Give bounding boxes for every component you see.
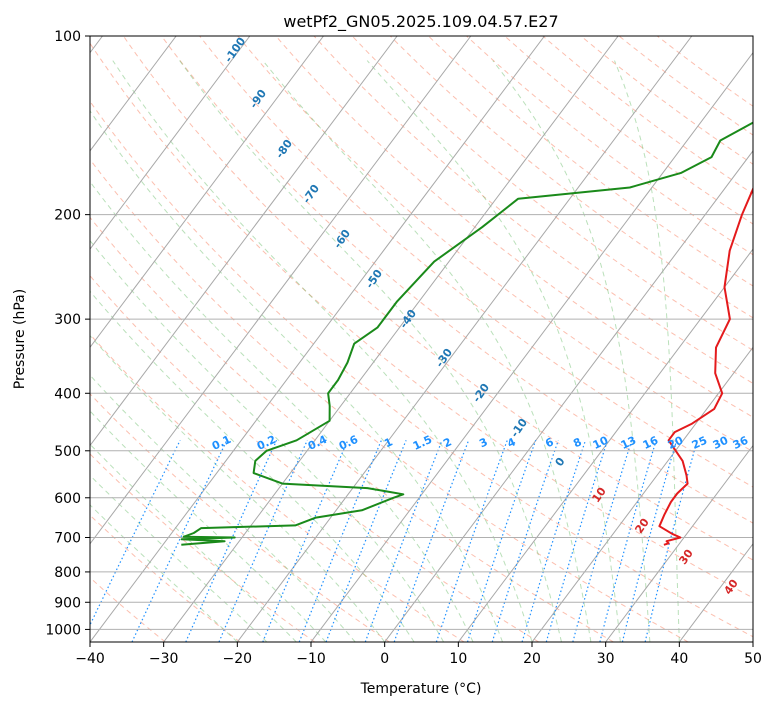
y-tick-label: 700 xyxy=(54,531,81,547)
x-tick-label: −20 xyxy=(223,651,253,667)
moist-adiabat xyxy=(90,410,327,642)
mixing-ratio-line xyxy=(90,440,181,627)
mixing-ratio-label: 16 xyxy=(641,434,661,452)
mixing-ratio-line xyxy=(393,440,470,642)
mixing-ratio-label: 36 xyxy=(731,434,751,452)
moist-adiabat xyxy=(262,60,592,642)
dry-adiabat xyxy=(275,36,753,418)
dry-adiabat xyxy=(160,36,753,524)
dry-adiabat xyxy=(90,100,753,638)
x-tick-label: 20 xyxy=(523,651,541,667)
dry-adiabat xyxy=(313,36,753,384)
x-axis: −40 −30 −20 −10 0 10 20 30 40 50 xyxy=(75,642,762,667)
isotherm xyxy=(90,36,398,447)
mixing-ratio-line xyxy=(435,440,508,642)
mixing-ratio-line xyxy=(521,440,587,642)
isotherm xyxy=(90,36,177,152)
dry-adiabat xyxy=(90,453,315,642)
y-tick-label: 100 xyxy=(54,29,81,45)
mixing-ratio-label: 30 xyxy=(711,434,731,452)
dry-adiabat xyxy=(122,36,753,561)
y-axis: 100 200 300 400 500 600 700 800 900 1000 xyxy=(45,29,90,638)
moist-adiabat xyxy=(492,60,651,642)
dry-adiabat xyxy=(90,42,753,599)
plot-frame xyxy=(89,35,754,643)
y-tick-label: 900 xyxy=(54,595,81,611)
dry-adiabat xyxy=(90,393,390,642)
mixing-ratio-line xyxy=(185,440,278,642)
dry-adiabat xyxy=(198,36,753,488)
x-tick-label: −40 xyxy=(75,651,105,667)
mixing-ratio-line xyxy=(572,440,633,642)
isotherm xyxy=(457,248,753,642)
x-tick-label: −10 xyxy=(296,651,326,667)
plot-background xyxy=(90,36,753,642)
mixing-ratio-line xyxy=(545,440,609,642)
isotherm xyxy=(310,51,753,642)
y-tick-label: 300 xyxy=(54,312,81,328)
isotherm xyxy=(90,36,472,545)
moist-adiabat xyxy=(112,60,533,642)
dry-adiabat xyxy=(465,36,753,256)
mixing-ratio-label: 25 xyxy=(690,434,709,452)
x-tick-label: 40 xyxy=(670,651,688,667)
x-axis-label: Temperature (°C) xyxy=(360,681,482,697)
moist-adiabat xyxy=(366,60,621,642)
mixing-ratio-label: 20 xyxy=(666,434,686,452)
y-tick-label: 200 xyxy=(54,208,81,224)
isotherm xyxy=(605,444,753,642)
y-tick-label: 600 xyxy=(54,491,81,507)
isotherm xyxy=(752,641,753,642)
chart-title: wetPf2_GN05.2025.109.04.57.E27 xyxy=(283,12,558,32)
isotherm xyxy=(531,346,753,642)
profiles xyxy=(180,121,753,546)
x-tick-label: 50 xyxy=(744,651,762,667)
dry-adiabat xyxy=(90,216,614,642)
y-axis-label: Pressure (hPa) xyxy=(12,289,28,389)
isotherm xyxy=(384,150,753,642)
y-tick-label: 1000 xyxy=(45,622,81,638)
y-tick-label: 400 xyxy=(54,386,81,402)
dry-adiabat xyxy=(90,158,689,642)
moist-adiabat xyxy=(90,374,356,642)
isotherm xyxy=(236,36,693,642)
mixing-ratio-label: 13 xyxy=(619,434,638,452)
dewpoint-profile xyxy=(180,121,753,546)
y-tick-label: 500 xyxy=(54,444,81,460)
mixing-ratio-label: 10 xyxy=(591,434,611,452)
mixing-ratio-line xyxy=(218,440,308,642)
y-tick-label: 800 xyxy=(54,565,81,581)
x-tick-label: 30 xyxy=(597,651,615,667)
isotherm xyxy=(90,36,545,642)
dry-adiabat xyxy=(427,36,753,287)
x-tick-label: 0 xyxy=(380,651,389,667)
isotherm xyxy=(90,36,251,250)
dry-adiabat xyxy=(237,36,753,453)
isotherm xyxy=(163,36,619,642)
mixing-ratio-line xyxy=(621,440,678,642)
moist-adiabat xyxy=(90,290,415,642)
temperature-profile xyxy=(658,186,753,546)
dry-adiabat xyxy=(90,274,540,642)
x-tick-label: 10 xyxy=(449,651,467,667)
x-tick-label: −30 xyxy=(149,651,179,667)
pressure-grid xyxy=(90,36,753,630)
dry-adiabat xyxy=(90,333,465,642)
mixing-ratio-line xyxy=(599,440,657,642)
moist-adiabat xyxy=(90,239,445,642)
moist-adiabat xyxy=(614,60,680,642)
dry-adiabat xyxy=(503,36,753,225)
isotherm xyxy=(90,36,324,349)
moist-adiabat xyxy=(90,334,386,642)
moist-adiabat xyxy=(90,109,503,642)
background-lines xyxy=(90,36,753,642)
